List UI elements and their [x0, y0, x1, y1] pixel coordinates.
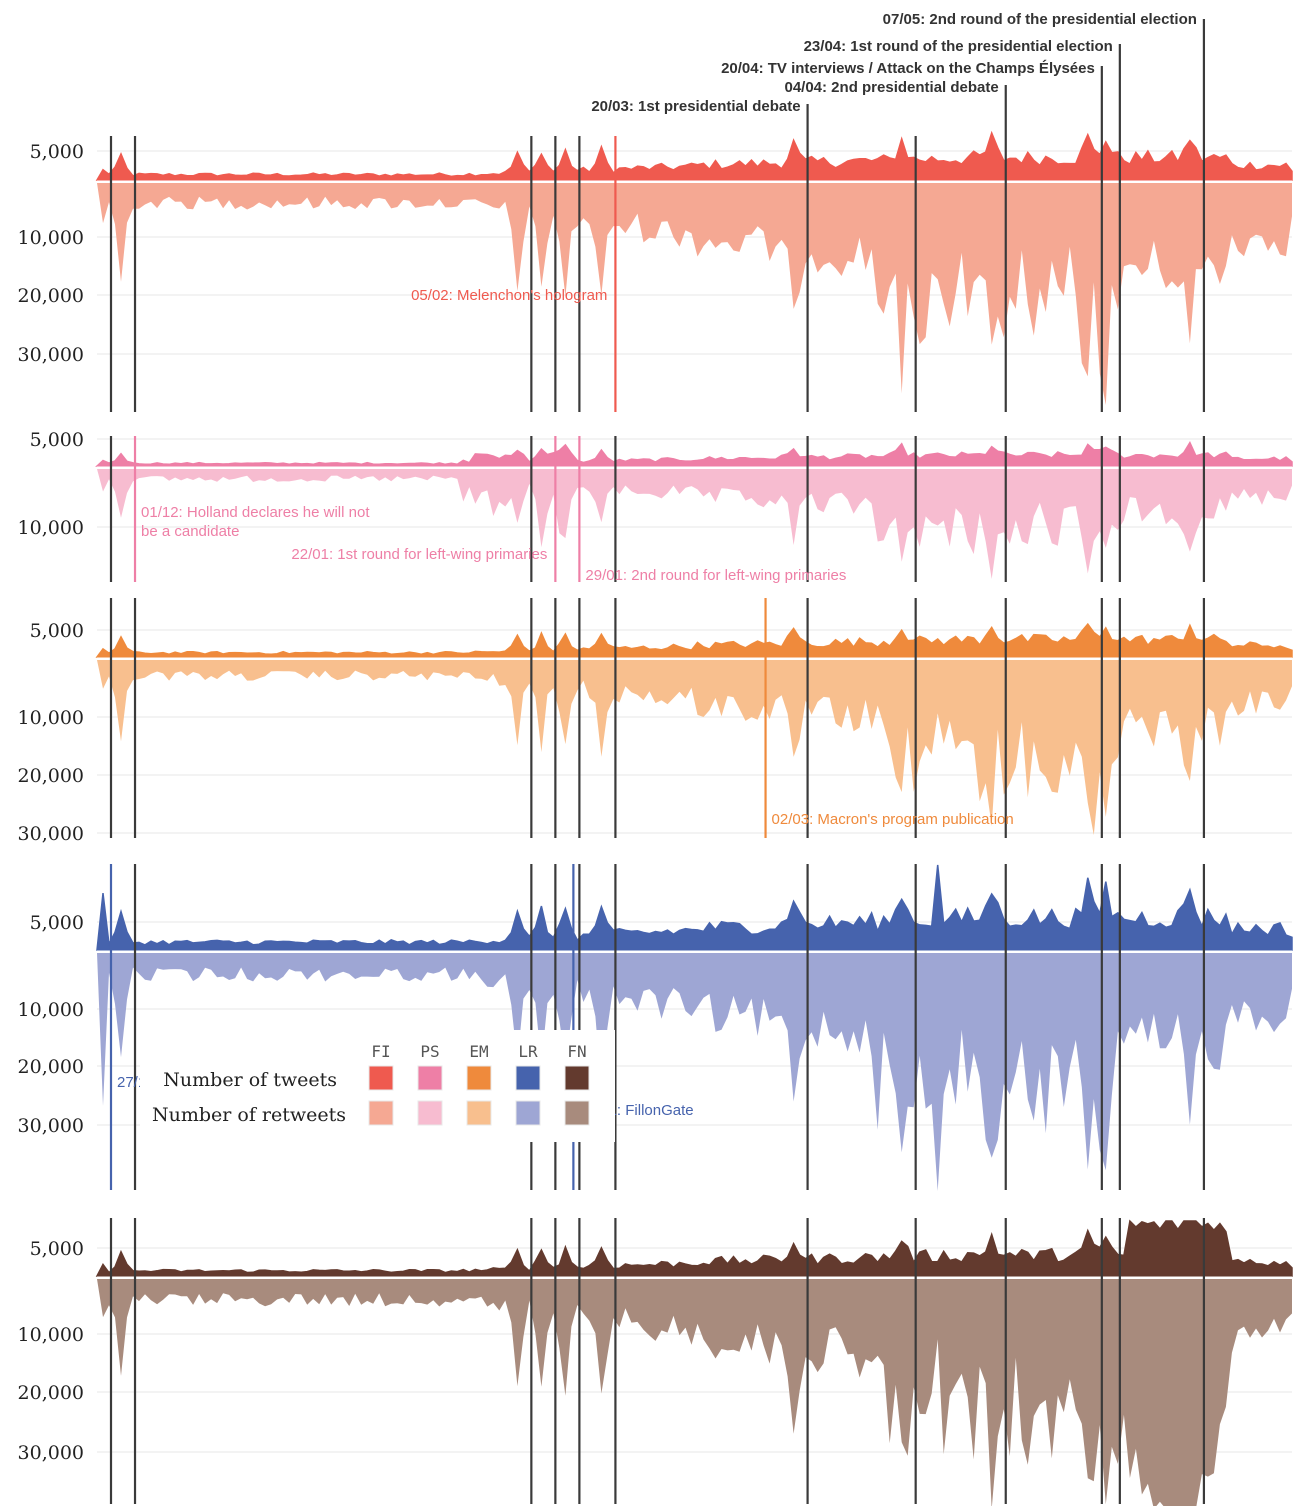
y-tick-label: 10,000	[18, 999, 84, 1021]
ps-event-label: 22/01: 1st round for left-wing primaries	[291, 546, 547, 563]
em-event-label: 02/03: Macron's program publication	[772, 811, 1014, 828]
y-tick-label: 5,000	[30, 620, 84, 642]
y-tick-label: 30,000	[18, 1442, 84, 1464]
lr-retweets-area	[97, 953, 1292, 1191]
y-tick-label: 5,000	[30, 141, 84, 163]
legend-swatch-retweets	[564, 1100, 590, 1126]
legend-swatch-tweets	[368, 1065, 394, 1091]
legend-code: FI	[371, 1042, 390, 1061]
y-tick-label: 5,000	[30, 1238, 84, 1260]
fi-event-label: 05/02: Melenchon's hologram	[411, 287, 607, 304]
legend-swatch-tweets	[515, 1065, 541, 1091]
y-tick-label: 10,000	[18, 707, 84, 729]
legend-code: PS	[420, 1042, 439, 1061]
top-event-label: 20/04: TV interviews / Attack on the Cha…	[721, 60, 1095, 77]
legend-swatch-tweets	[466, 1065, 492, 1091]
y-tick-label: 20,000	[18, 1382, 84, 1404]
lr-tweets-area	[96, 864, 1293, 951]
legend-swatch-retweets	[466, 1100, 492, 1126]
legend-swatch-tweets	[564, 1065, 590, 1091]
y-tick-label: 30,000	[18, 344, 84, 366]
legend-swatch-retweets	[417, 1100, 443, 1126]
ps-event-label: 29/01: 2nd round for left-wing primaries	[585, 567, 846, 584]
em-retweets-area	[97, 660, 1292, 835]
legend: FI PS EM LR FN Number of tweets Number of retw…	[140, 1030, 615, 1142]
legend-code: EM	[469, 1042, 488, 1061]
event-lines	[109, 19, 1206, 1504]
y-tick-label: 20,000	[18, 285, 84, 307]
area-layer	[95, 130, 1293, 1506]
y-tick-label: 30,000	[18, 1115, 84, 1137]
em-tweets-area	[95, 622, 1293, 658]
top-event-label: 23/04: 1st round of the presidential ele…	[804, 38, 1113, 55]
ps-tweets-area	[95, 441, 1293, 467]
ps-event-label: 01/12: Holland declares he will not	[141, 504, 370, 521]
legend-swatch-retweets	[515, 1100, 541, 1126]
ps-retweets-area	[97, 469, 1292, 579]
y-tick-label: 5,000	[30, 912, 84, 934]
y-tick-label: 10,000	[18, 1324, 84, 1346]
y-tick-label: 20,000	[18, 1056, 84, 1078]
legend-row-tweets: Number of tweets	[163, 1069, 337, 1091]
legend-code: LR	[518, 1042, 538, 1061]
y-tick-label: 20,000	[18, 765, 84, 787]
y-tick-label: 30,000	[18, 823, 84, 845]
top-event-label: 07/05: 2nd round of the presidential ele…	[883, 11, 1197, 28]
legend-swatch-tweets	[417, 1065, 443, 1091]
fn-retweets-area	[97, 1279, 1292, 1506]
y-tick-label: 10,000	[18, 517, 84, 539]
legend-row-retweets: Number of retweets	[152, 1104, 346, 1126]
legend-code: FN	[567, 1042, 586, 1061]
y-tick-label: 10,000	[18, 227, 84, 249]
legend-swatch-retweets	[368, 1100, 394, 1126]
fi-tweets-area	[95, 130, 1293, 181]
fi-retweets-area	[97, 183, 1292, 405]
y-tick-label: 5,000	[30, 429, 84, 451]
top-event-label: 04/04: 2nd presidential debate	[784, 79, 998, 96]
ps-event-label-cont: be a candidate	[141, 523, 239, 540]
top-event-label: 20/03: 1st presidential debate	[591, 98, 800, 115]
